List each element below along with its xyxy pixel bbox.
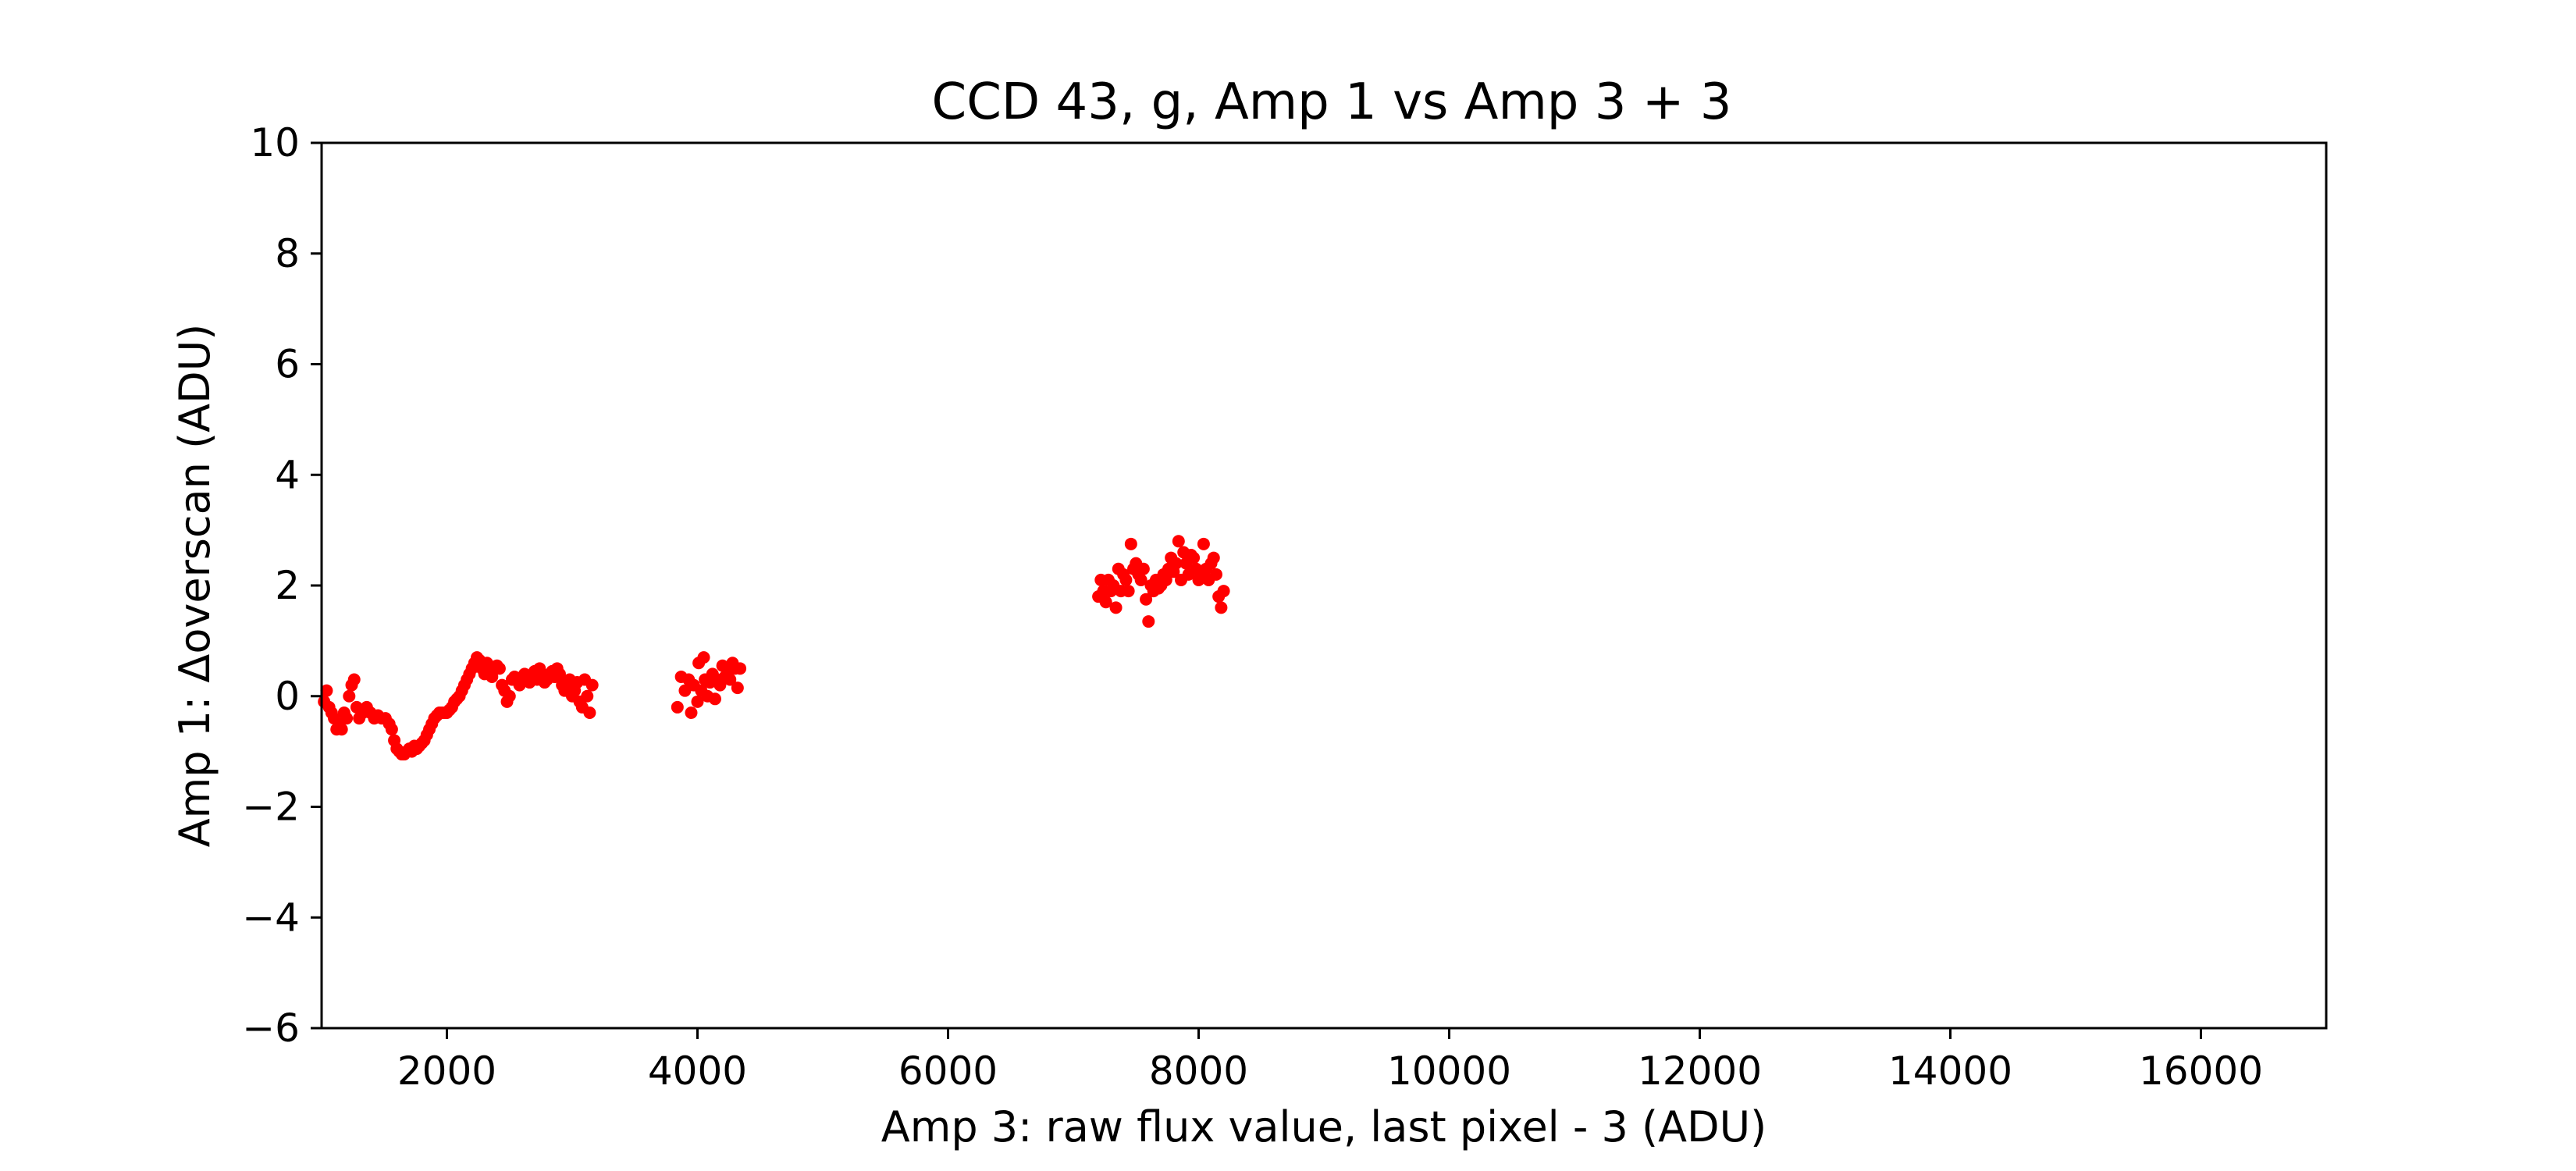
data-point — [724, 673, 737, 686]
data-point — [1197, 537, 1210, 550]
x-tick-label: 8000 — [1149, 1048, 1248, 1094]
y-tick-label: 6 — [275, 342, 300, 387]
data-points — [318, 535, 1230, 761]
data-point — [1187, 551, 1201, 564]
x-tick-label: 4000 — [648, 1048, 747, 1094]
data-point — [1172, 535, 1185, 548]
data-point — [581, 689, 594, 703]
data-point — [671, 700, 684, 714]
x-axis-ticks: 2000 4000 6000 8000 10000 12000 14000 16000 — [397, 1028, 2263, 1094]
data-point — [1159, 573, 1172, 586]
y-tick-label: 0 — [275, 674, 300, 719]
data-point — [685, 707, 698, 720]
y-axis-label: Amp 1: Δoverscan (ADU) — [170, 324, 219, 848]
x-tick-label: 16000 — [2139, 1048, 2263, 1094]
data-point — [691, 695, 704, 708]
y-tick-label: −6 — [242, 1005, 300, 1051]
x-tick-label: 14000 — [1888, 1048, 2012, 1094]
x-tick-label: 2000 — [397, 1048, 496, 1094]
data-point — [385, 723, 398, 736]
data-point — [340, 712, 354, 725]
data-point — [503, 689, 516, 703]
y-tick-label: 4 — [275, 452, 300, 497]
data-point — [1215, 601, 1228, 614]
data-point — [731, 682, 744, 695]
data-point — [1142, 615, 1155, 628]
data-point — [697, 651, 710, 664]
data-point — [1137, 562, 1150, 575]
y-axis-ticks: −6 −4 −2 0 2 4 6 8 10 — [242, 120, 322, 1051]
data-point — [734, 662, 747, 675]
data-point — [320, 684, 333, 697]
x-tick-label: 6000 — [898, 1048, 998, 1094]
y-tick-label: −2 — [242, 785, 300, 830]
data-point — [1109, 601, 1123, 614]
data-point — [343, 689, 356, 703]
data-point — [553, 667, 566, 681]
data-point — [708, 692, 721, 706]
x-tick-label: 12000 — [1638, 1048, 1762, 1094]
y-tick-label: 10 — [250, 120, 300, 166]
y-tick-label: 8 — [275, 231, 300, 276]
data-point — [1217, 585, 1230, 598]
data-point — [347, 673, 361, 686]
data-point — [583, 707, 596, 720]
data-point — [1140, 593, 1153, 606]
plot-frame — [320, 141, 2328, 1030]
y-tick-label: −4 — [242, 895, 300, 940]
chart-title: CCD 43, g, Amp 1 vs Amp 3 + 3 — [932, 73, 1732, 131]
x-axis-label: Amp 3: raw flux value, last pixel - 3 (A… — [881, 1102, 1767, 1151]
data-point — [1099, 596, 1112, 609]
data-point — [1119, 573, 1133, 586]
data-point — [1169, 557, 1183, 570]
data-point — [1122, 585, 1135, 598]
data-point — [1134, 573, 1147, 586]
data-point — [585, 678, 599, 692]
data-point — [493, 662, 506, 675]
y-tick-label: 2 — [275, 563, 300, 608]
x-tick-label: 10000 — [1387, 1048, 1511, 1094]
data-point — [1209, 568, 1222, 581]
data-point — [1207, 551, 1220, 564]
data-point — [1124, 537, 1137, 550]
data-point — [335, 723, 348, 736]
